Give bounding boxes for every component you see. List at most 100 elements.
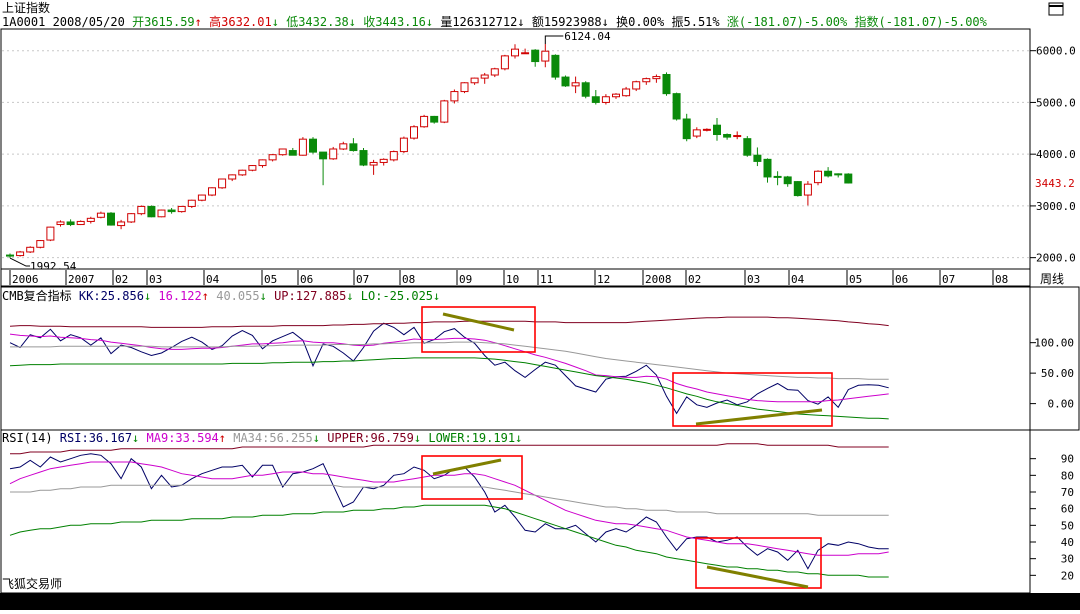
date-tick-label: 08 [995,273,1008,286]
legend-arrow-0: ↓ [144,289,151,303]
legend-item-1: MA9:33.594 [147,431,219,445]
candle [662,72,671,96]
indicator-name: RSI(14) [2,431,60,445]
candle [591,90,600,105]
field-label-2: 低 [286,15,298,29]
candle [379,158,388,166]
series-line-upper [9,316,889,328]
sep [279,15,286,29]
series-line-lower [9,504,889,578]
candle [329,146,338,160]
maximize-icon[interactable] [1048,2,1064,16]
period-label[interactable]: 周线 [1040,272,1064,286]
legend-arrow-2: ↓ [313,431,320,445]
field-value-3: 3443.16 [375,15,426,29]
candle [450,89,459,104]
candle [258,159,267,168]
candle [803,181,812,206]
legend-arrow-3: ↓ [414,431,421,445]
candle [399,136,408,154]
candle [490,67,499,78]
axis-tick-label: 60 [1061,503,1074,516]
series-line-kk [9,322,889,415]
price-tick-label: 2000.0 [1036,252,1076,265]
date-tick-label: 10 [506,273,519,286]
sep [720,15,727,29]
series-line-ma34 [10,484,889,516]
candle [500,54,509,71]
date-tick-label: 02 [115,273,128,286]
candle [612,93,620,99]
legend-arrow-1: ↑ [219,431,226,445]
date-tick-label: 07 [356,273,369,286]
field-value-0: 3615.59 [144,15,195,29]
axis-tick-label: 90 [1061,453,1074,466]
candle [581,81,590,99]
rsi-trendline-1 [432,458,502,476]
candle [76,220,85,226]
field-label-8: 涨 [727,14,739,29]
date-tick-label: 03 [747,273,760,286]
axis-tick-label: 50 [1061,519,1074,532]
field-label-7: 振 [671,15,683,29]
date-tick-label: 07 [942,273,955,286]
candle [773,171,782,186]
sep [525,15,532,29]
legend-item-0: RSI:36.167 [60,431,132,445]
price-tick-label: 6000.0 [1036,45,1076,58]
field-value-9: (-181.07)-5.00% [879,15,988,29]
field-label-5: 额 [532,15,544,29]
cmb-axis: 0.00 50.00 100.00 [1030,337,1074,411]
quote-date: 2008/05/20 [53,15,132,29]
candle [319,151,328,186]
cmb-divergence-box-1 [421,306,536,353]
cmb-trendline-1 [442,312,515,332]
candle [197,194,206,202]
candle [480,72,489,84]
series-line-lower [9,357,889,420]
legend-arrow-1: ↑ [202,289,209,303]
rsi-trendline-2 [706,565,809,589]
legend-item-3: UPPER:96.759 [327,431,414,445]
candle [187,199,196,208]
price-axis: 2000.0 3000.0 4000.0 5000.0 6000.0 [1030,45,1076,265]
candle [107,212,115,226]
candle [682,113,691,142]
candle [521,48,530,55]
candle [672,92,681,121]
field-label-6: 换 [616,15,628,29]
candle [228,174,237,182]
high-marker-label: 6124.04 [564,30,611,43]
candle [723,133,732,140]
series-line-ma9 [9,461,889,556]
candle [551,54,560,80]
legend-item-0: KK:25.856 [79,289,144,303]
candle [713,117,721,141]
candle [440,99,449,124]
field-arrow-4: ↓ [517,15,524,29]
candle [470,77,479,85]
field-value-5: 15923988 [544,15,602,29]
date-tick-label: 06 [300,273,313,286]
cmb-trendline-2 [695,408,823,426]
legend-arrow-3: ↓ [346,289,353,303]
candle [733,131,742,140]
field-label-3: 收 [363,15,375,29]
candle [359,147,368,167]
legend-arrow-4: ↓ [433,289,440,303]
field-value-1: 3632.01 [221,15,272,29]
rsi-divergence-box-1 [421,455,523,500]
low-marker-line [9,257,30,267]
candle [238,169,247,176]
candle [127,213,136,223]
candle [309,137,317,154]
field-value-8: (-181.07)-5.00% [739,15,848,29]
date-tick-label: 03 [149,273,162,286]
date-tick-label: 04 [791,273,805,286]
date-tick-label: 2008 [645,273,672,286]
candle [763,158,772,183]
sep [433,15,440,29]
